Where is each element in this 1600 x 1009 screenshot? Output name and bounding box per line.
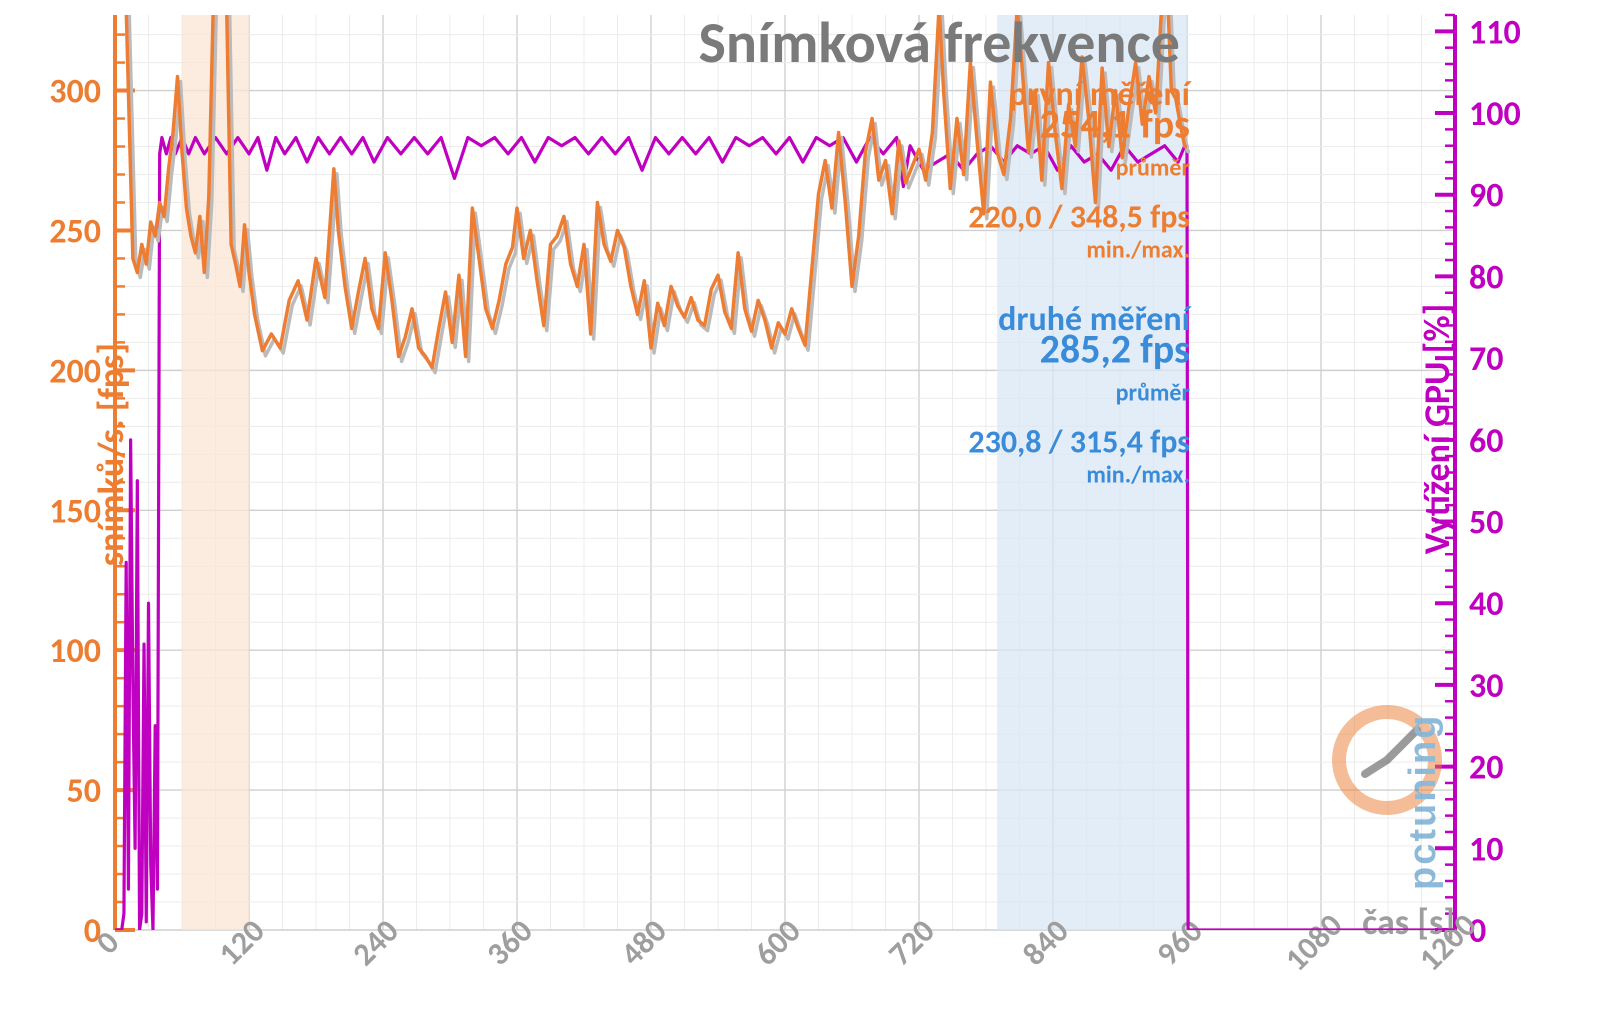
chart-title: Snímková frekvence [698,7,1180,78]
tick-label-right: 50 [1469,503,1503,544]
axis-title-x: čas [s] [1362,900,1455,944]
tick-label-right: 90 [1469,176,1503,217]
tick-label-right: 80 [1469,257,1503,298]
tick-label-left: 300 [49,72,101,113]
annotation-block-1-line-4: 220,0 / 348,5 fps [968,197,1190,236]
tick-label-right: 60 [1469,421,1503,462]
tick-label-right: 110 [1469,12,1521,53]
tick-label-right: 70 [1469,339,1503,380]
chart-svg: 050100150200250300snímků/s. [fps]0102030… [0,0,1600,1009]
annotation-block-2-line-2: 285,2 fps [1040,324,1190,373]
axis-title-right: Vytížení GPU [%] [1415,304,1459,555]
tick-label-right: 10 [1469,829,1503,870]
axis-title-left: snímků/s. [fps] [89,343,133,566]
band-measurement-1 [182,15,249,930]
annotation-block-2-line-5: min./max. [1086,461,1190,490]
annotation-block-2-line-3: průměr [1116,378,1191,407]
annotation-block-1-line-5: min./max. [1086,236,1190,265]
tick-label-left: 50 [67,771,101,812]
tick-label-right: 40 [1469,584,1503,625]
tick-label-right: 20 [1469,748,1503,789]
annotation-block-1-line-3: průměr [1116,153,1191,182]
tick-label-left: 100 [49,631,101,672]
tick-label-right: 30 [1469,666,1503,707]
watermark-text: pctuning [1402,714,1444,890]
tick-label-left: 250 [49,211,101,252]
fps-gpu-chart: 050100150200250300snímků/s. [fps]0102030… [0,0,1600,1009]
annotation-block-2-line-4: 230,8 / 315,4 fps [968,422,1190,461]
annotation-block-1-line-2: 254,1 fps [1040,99,1190,148]
tick-label-right: 100 [1469,94,1521,135]
